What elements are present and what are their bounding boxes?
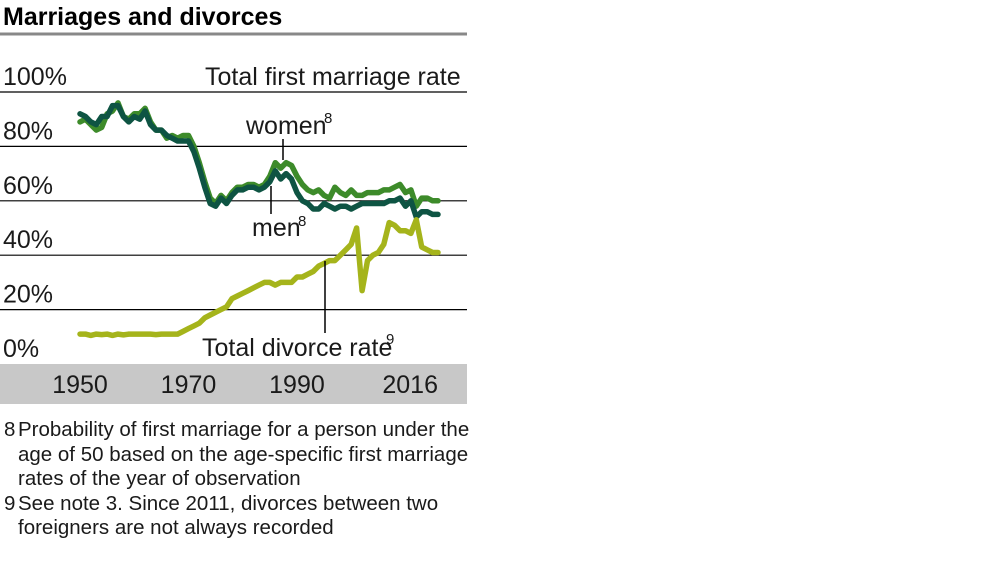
- footnote-number: 9: [4, 491, 16, 515]
- series-line-total-divorce-rate: [77, 217, 441, 339]
- men-label: men: [252, 214, 301, 242]
- footnote-number: 8: [4, 418, 16, 441]
- y-tick-label: 60%: [3, 172, 53, 200]
- series-line-men: [77, 102, 441, 220]
- x-tick-label: 1950: [52, 371, 108, 399]
- footnotes: 8 Probability of first marriage for a pe…: [4, 418, 474, 541]
- divorce-rate-label: Total divorce rate: [202, 334, 392, 362]
- chart-title: Marriages and divorces: [3, 3, 282, 31]
- y-axis-ticks: 0% 20% 40% 60% 80% 100%: [3, 63, 67, 363]
- footnote-text: Probability of first marriage for a pers…: [18, 418, 470, 490]
- y-tick-label: 0%: [3, 335, 39, 363]
- x-tick-label: 1970: [161, 371, 217, 399]
- series-lines: [77, 100, 441, 339]
- men-footnote-mark: 8: [298, 213, 306, 230]
- y-tick-label: 100%: [3, 63, 67, 91]
- footnote-8: 8 Probability of first marriage for a pe…: [4, 418, 474, 492]
- women-label: women: [245, 112, 327, 140]
- x-tick-label: 1990: [269, 371, 325, 399]
- y-tick-label: 80%: [3, 117, 53, 145]
- marriage-rate-label: Total first marriage rate: [205, 63, 461, 91]
- women-footnote-mark: 8: [324, 110, 332, 127]
- y-tick-label: 40%: [3, 226, 53, 254]
- grid-lines: [0, 91, 467, 311]
- divorce-footnote-mark: 9: [386, 331, 394, 348]
- footnote-9: 9 See note 3. Since 2011, divorces betwe…: [4, 492, 474, 541]
- x-axis-band: [0, 364, 467, 404]
- x-axis-ticks: 1950 1970 1990 2016: [52, 371, 438, 399]
- y-tick-label: 20%: [3, 281, 53, 309]
- x-tick-label: 2016: [382, 371, 438, 399]
- footnote-text: See note 3. Since 2011, divorces between…: [18, 491, 439, 540]
